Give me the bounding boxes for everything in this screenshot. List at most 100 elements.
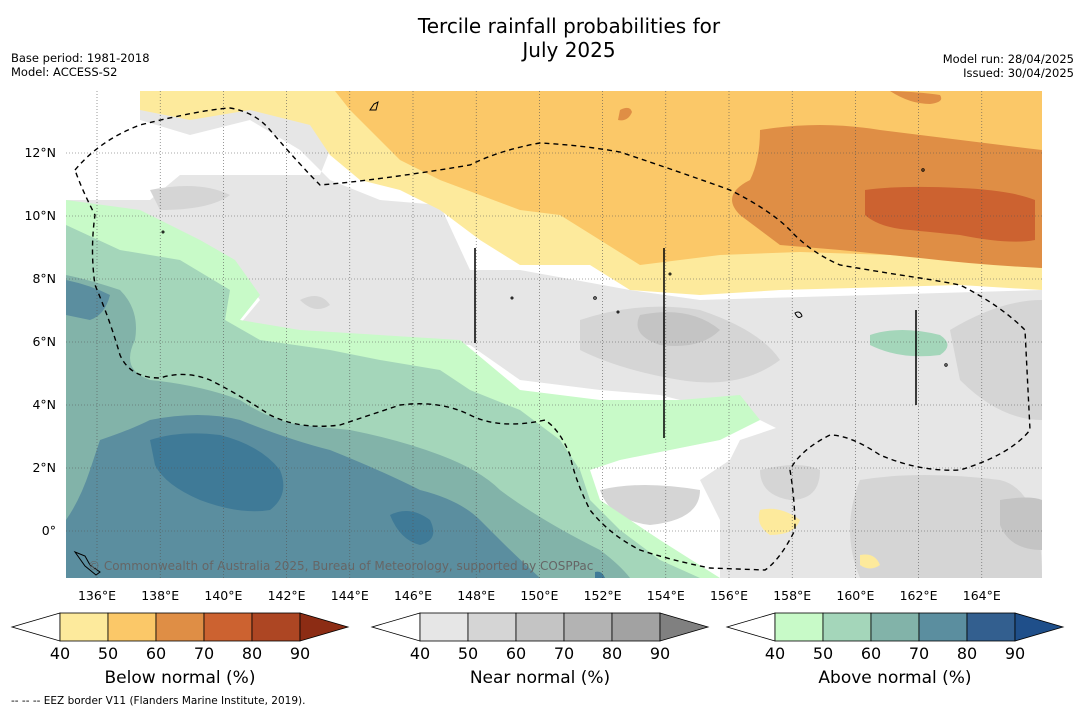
colorbar-tick-label: 70 (194, 644, 214, 663)
colorbar-tick-label: 70 (554, 644, 574, 663)
colorbar-segment (107, 612, 157, 642)
colorbar-2: 40 50 60 70 80 90 (725, 612, 1065, 663)
longitude-tick-label: 146°E (394, 588, 432, 603)
map-credit: © Commonwealth of Australia 2025, Bureau… (88, 559, 593, 573)
eez-palau-fsm-boundary (74, 107, 1031, 571)
longitude-tick-label: 138°E (141, 588, 179, 603)
map-title: Tercile rainfall probabilities for July … (0, 14, 1085, 62)
run-info: Model run: 28/04/2025 Issued: 30/04/2025 (943, 52, 1074, 80)
near-normal-region-70 (637, 312, 1042, 550)
colorbar-tick-label: 90 (1005, 644, 1025, 663)
island-dot (944, 363, 948, 367)
colorbar-extension-low (370, 612, 421, 642)
latitude-tick-label: 12°N (24, 145, 56, 160)
colorbars: 40 50 60 70 80 90 40 50 60 70 80 90 40 50 60 70 80 90 (10, 612, 1065, 663)
colorbar-segment (467, 612, 517, 642)
longitude-tick-label: 136°E (78, 588, 116, 603)
colorbar-label-above: Above normal (%) (818, 668, 972, 688)
island-dot (510, 296, 514, 300)
colorbar-tick-label: 50 (98, 644, 118, 663)
colorbar-extension-high (659, 612, 710, 642)
island-outline (794, 311, 803, 318)
colorbar-tick-label: 50 (813, 644, 833, 663)
above-normal-region-80 (66, 280, 540, 578)
latitude-tick-label: 6°N (32, 334, 56, 349)
base-period-text: Base period: 1981-2018 (11, 51, 150, 65)
title-line-2: July 2025 (522, 38, 616, 62)
colorbar-segment (59, 612, 109, 642)
longitude-tick-label: 162°E (900, 588, 938, 603)
longitude-tick-label: 140°E (204, 588, 242, 603)
colorbar-tick-label: 90 (650, 644, 670, 663)
model-run-text: Model run: 28/04/2025 (942, 52, 1074, 66)
colorbar-tick-label: 80 (957, 644, 977, 663)
island-dot (593, 296, 597, 300)
latitude-labels: 12°N 10°N 8°N 6°N 4°N 2°N 0° (24, 145, 56, 538)
island-dot (616, 310, 620, 314)
title-line-1: Tercile rainfall probabilities for (417, 14, 721, 38)
island-dot (921, 168, 925, 172)
model-name-text: Model: ACCESS-S2 (11, 65, 118, 79)
colorbar-0: 40 50 60 70 80 90 (10, 612, 350, 663)
colorbar-tick-label: 80 (602, 644, 622, 663)
below-normal-region-80 (865, 186, 1035, 242)
colorbar-tick-label: 40 (410, 644, 430, 663)
below-normal-region-50-south (758, 508, 880, 569)
colorbar-segment (419, 612, 469, 642)
near-normal-region-50 (66, 91, 1042, 440)
model-info: Base period: 1981-2018 Model: ACCESS-S2 (11, 51, 150, 79)
colorbar-segment (203, 612, 253, 642)
longitude-tick-label: 164°E (963, 588, 1001, 603)
eez-boundaries (74, 107, 1031, 571)
colorbar-tick-label: 40 (765, 644, 785, 663)
colorbar-extension-high (299, 612, 350, 642)
colorbar-segment (966, 612, 1016, 642)
colorbar-segment (870, 612, 920, 642)
colorbar-1: 40 50 60 70 80 90 (370, 612, 710, 663)
issued-text: Issued: 30/04/2025 (963, 66, 1074, 80)
colorbar-tick-label: 60 (861, 644, 881, 663)
colorbar-segment (563, 612, 613, 642)
latitude-tick-label: 8°N (32, 271, 56, 286)
longitude-tick-label: 144°E (331, 588, 369, 603)
graticule (66, 91, 1042, 578)
island-dot (161, 230, 165, 234)
island-outline (73, 550, 101, 576)
longitude-tick-label: 148°E (457, 588, 495, 603)
colorbar-tick-label: 90 (290, 644, 310, 663)
eez-line-marker: -- -- -- (11, 695, 41, 707)
eez-legend: -- -- -- EEZ border V11 (Flanders Marine… (11, 695, 305, 707)
colorbar-segment (774, 612, 824, 642)
longitude-tick-label: 156°E (710, 588, 748, 603)
colorbar-label-near: Near normal (%) (469, 668, 611, 688)
colorbar-segment (251, 612, 301, 642)
latitude-tick-label: 4°N (32, 397, 56, 412)
colorbar-label-below: Below normal (%) (104, 668, 256, 688)
latitude-tick-label: 2°N (32, 460, 56, 475)
colorbar-segment (515, 612, 565, 642)
longitude-tick-label: 158°E (773, 588, 811, 603)
colorbar-tick-label: 60 (146, 644, 166, 663)
colorbar-segment (918, 612, 968, 642)
colorbar-extension-high (1014, 612, 1065, 642)
longitude-tick-label: 160°E (836, 588, 874, 603)
island-outline (369, 101, 379, 111)
boundary-lines (474, 248, 917, 438)
longitude-labels: 136°E 138°E 140°E 142°E 144°E 146°E 148°E 150°E… (78, 588, 1001, 603)
colorbar-tick-label: 60 (506, 644, 526, 663)
colorbar-tick-label: 40 (50, 644, 70, 663)
colorbar-tick-label: 80 (242, 644, 262, 663)
colorbar-extension-low (10, 612, 61, 642)
longitude-tick-label: 142°E (268, 588, 306, 603)
longitude-tick-label: 150°E (520, 588, 558, 603)
colorbar-segment (155, 612, 205, 642)
near-normal-region-60 (150, 186, 1042, 578)
islands (73, 101, 948, 576)
eez-legend-text: EEZ border V11 (Flanders Marine Institut… (43, 695, 306, 707)
probability-field: © Commonwealth of Australia 2025, Bureau… (66, 91, 1042, 578)
colorbar-extension-low (725, 612, 776, 642)
island-dot (668, 272, 672, 276)
colorbar-segment (822, 612, 872, 642)
latitude-tick-label: 0° (42, 523, 56, 538)
